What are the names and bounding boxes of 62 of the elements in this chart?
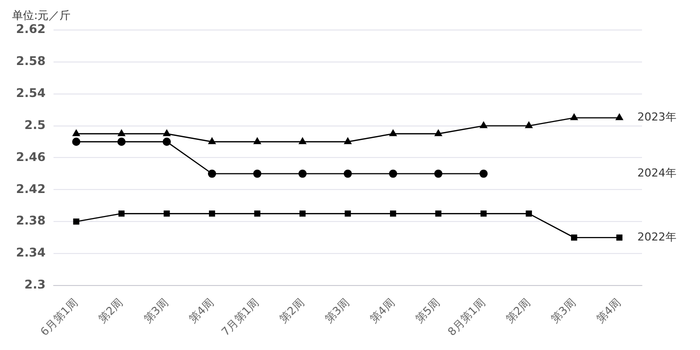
point (254, 138, 261, 144)
point (480, 122, 488, 128)
point (299, 210, 306, 217)
point (164, 210, 170, 217)
x-tick-label: 第4周 (594, 296, 624, 326)
x-tick-label: 第5周 (412, 296, 442, 326)
series-label: 2022年 (637, 230, 676, 244)
point (298, 170, 307, 178)
point (344, 210, 351, 217)
x-tick-label: 第4周 (368, 296, 398, 326)
point (254, 210, 260, 217)
point (434, 170, 442, 178)
x-tick-label: 第3周 (322, 296, 352, 326)
point (298, 138, 306, 144)
y-tick-label: 2.62 (16, 22, 46, 36)
point (253, 170, 262, 178)
y-tick-label: 2.3 (24, 278, 46, 292)
point (570, 114, 578, 120)
point (480, 210, 487, 217)
y-tick-label: 2.38 (16, 214, 46, 228)
point (118, 210, 125, 217)
y-axis-title: 单位:元／斤 (12, 8, 71, 23)
point (435, 210, 442, 217)
x-tick-label: 第4周 (186, 296, 216, 326)
y-tick-label: 2.34 (16, 246, 46, 260)
x-tick-label: 7月第1周 (219, 296, 262, 338)
point (73, 218, 80, 225)
point (208, 138, 216, 144)
point (616, 234, 622, 241)
point (389, 130, 397, 136)
x-tick-label: 第2周 (276, 296, 307, 326)
point (344, 138, 352, 144)
point (117, 138, 126, 146)
point (72, 130, 80, 136)
y-tick-label: 2.5 (24, 118, 46, 132)
x-tick-label: 第3周 (141, 296, 171, 326)
point (571, 234, 578, 241)
point (208, 170, 216, 178)
point (118, 130, 126, 136)
point (344, 170, 352, 178)
point (479, 170, 488, 178)
y-tick-label: 2.46 (16, 150, 46, 164)
series-label: 2023年 (637, 110, 676, 124)
point (434, 130, 442, 136)
x-tick-label: 6月第1周 (38, 296, 80, 338)
point (390, 210, 396, 217)
point (162, 138, 171, 146)
point (525, 122, 532, 128)
y-tick-label: 2.42 (16, 182, 46, 196)
point (388, 170, 398, 178)
point (163, 130, 170, 136)
y-tick-label: 2.54 (16, 86, 46, 100)
point (526, 210, 532, 217)
x-tick-label: 8月第1周 (445, 296, 488, 338)
point (616, 114, 623, 120)
point (208, 210, 216, 217)
x-tick-label: 第3周 (548, 296, 578, 326)
text: 2024年 (637, 166, 676, 180)
x-tick-label: 第2周 (96, 296, 126, 326)
x-tick-label: 第2周 (503, 296, 533, 326)
y-tick-label: 2.58 (16, 54, 46, 68)
point (72, 138, 80, 146)
